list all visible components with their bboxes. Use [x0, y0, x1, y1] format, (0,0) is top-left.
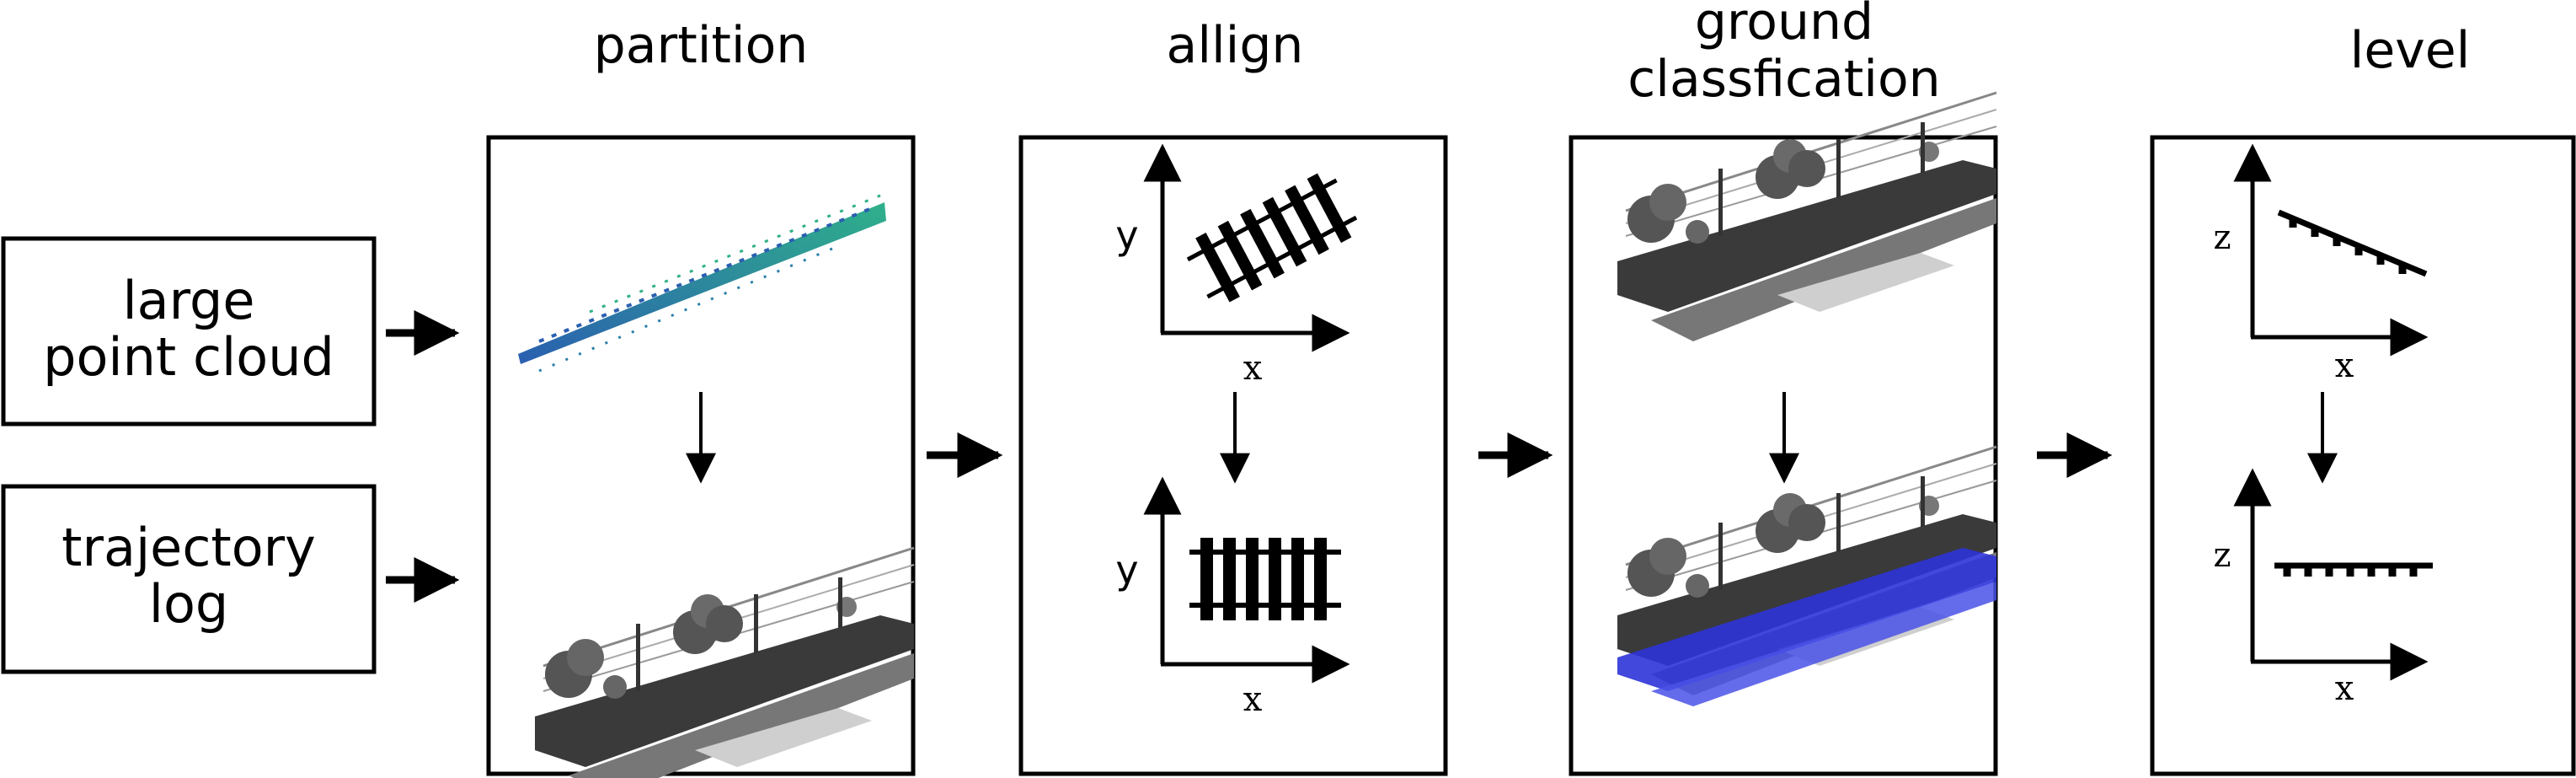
input-label-line1: large	[122, 270, 254, 331]
axes-y-x-rotated	[1143, 143, 1350, 352]
axis-label-x: x	[1243, 349, 1263, 388]
axes-z-x-level	[2233, 468, 2429, 681]
classified-point-cloud	[1616, 445, 1998, 706]
stage-title-ground-line1: ground	[1695, 0, 1873, 51]
stage-title-ground-line2: classfication	[1627, 50, 1940, 109]
input-label-line2: log	[149, 573, 229, 635]
level-profile-icon	[2274, 562, 2433, 577]
input-large-point-cloud: large point cloud	[1, 236, 377, 427]
axis-label-x: x	[2335, 669, 2354, 708]
stage-box-level	[2150, 135, 2576, 776]
axis-label-z: z	[2213, 218, 2231, 257]
axis-label-y: y	[1115, 212, 1138, 258]
input-label-line1: trajectory	[61, 517, 316, 578]
stage-title-level: level	[2350, 21, 2471, 80]
rotated-track-icon	[1186, 173, 1358, 303]
input-trajectory-log: trajectory log	[1, 484, 377, 674]
colored-point-cloud-strip	[518, 194, 886, 373]
stage-title-partition: partition	[594, 16, 809, 75]
axis-label-y: y	[1115, 547, 1138, 593]
aligned-track-icon	[1189, 538, 1341, 620]
axis-label-z: z	[2213, 536, 2231, 575]
axis-label-x: x	[2335, 346, 2354, 385]
axis-label-x: x	[1243, 680, 1263, 719]
axes-z-x-sloped	[2233, 143, 2429, 357]
sloped-profile-icon	[2277, 209, 2428, 277]
stage-title-allign: allign	[1167, 16, 1304, 75]
axes-y-x-aligned	[1143, 476, 1350, 684]
input-label-line2: point cloud	[43, 326, 334, 388]
